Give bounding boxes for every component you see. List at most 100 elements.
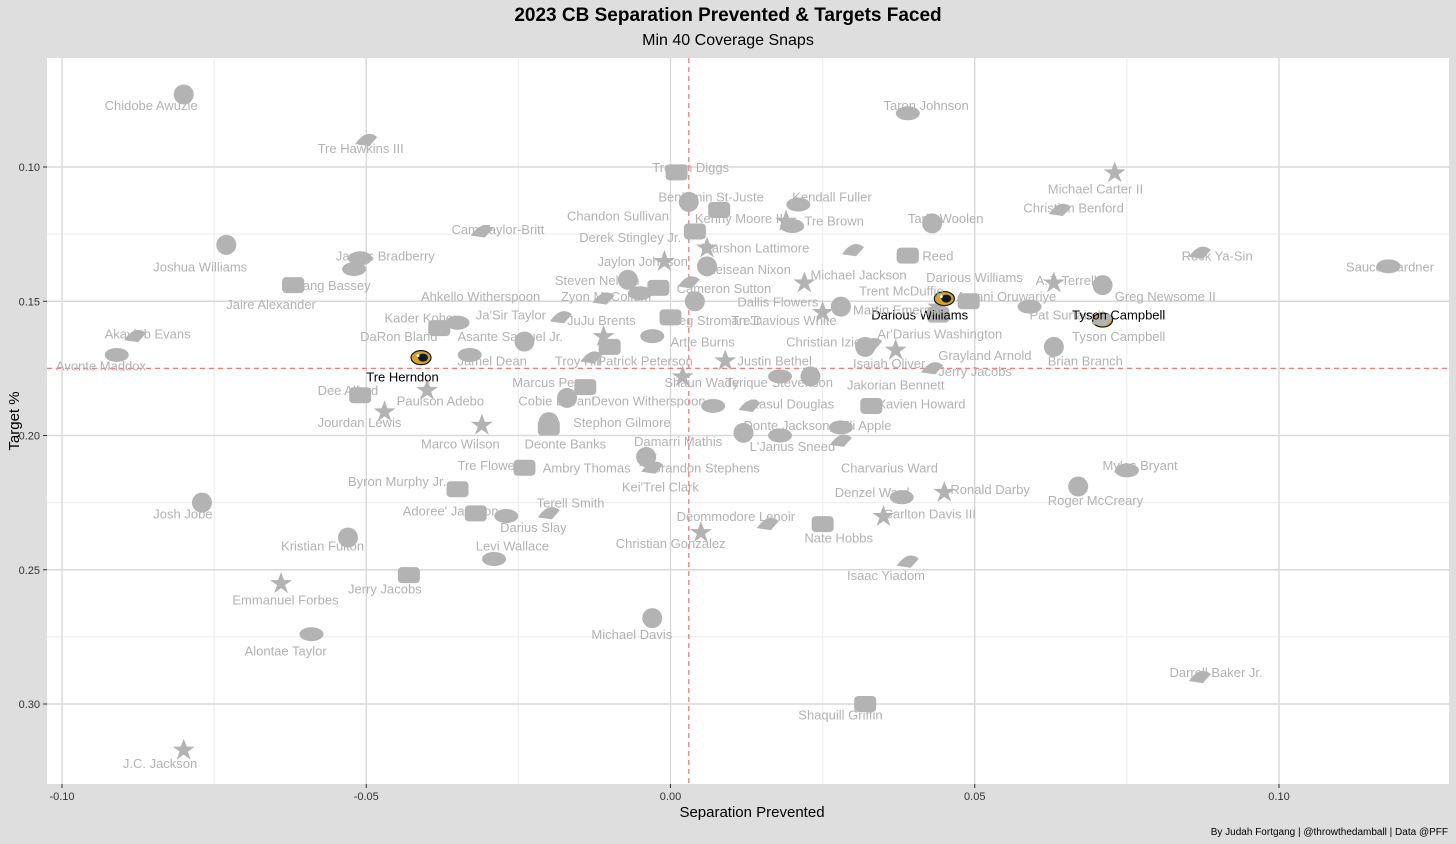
team-logo-point (1103, 161, 1126, 183)
y-tick-label: 0.30 (19, 699, 40, 711)
player-label: Avonte Maddox (56, 359, 147, 374)
player-label: Carlton Davis III (883, 506, 975, 521)
team-logo-point (756, 517, 779, 531)
team-logo-point (860, 397, 883, 414)
team-logo-point (191, 492, 212, 513)
player-label: Tre Flowers (458, 458, 527, 473)
player-label: Emmanuel Forbes (232, 592, 339, 607)
team-logo-point (342, 262, 367, 277)
team-logo-point (172, 738, 195, 760)
player-label: L'Jarius Sneed (750, 439, 836, 454)
player-label: Asante Samuel Jr. (458, 329, 564, 344)
player-label: Rock Ya-Sin (1182, 249, 1253, 264)
player-label: Jaire Alexander (226, 297, 316, 312)
team-logo-point (678, 191, 699, 212)
player-label: Jerry Jacobs (348, 582, 422, 597)
player-label: Marshon Lattimore (701, 241, 809, 256)
player-label: J.C. Jackson (123, 756, 197, 771)
team-logo-point (494, 509, 519, 524)
team-logo-point (642, 608, 663, 629)
team-logo-point (842, 243, 865, 257)
team-logo-point (811, 300, 834, 322)
player-label: Justin Bethel (737, 353, 812, 368)
team-logo-point (592, 292, 615, 305)
player-label: Myles Bryant (1103, 458, 1179, 473)
team-logo-point (580, 351, 603, 364)
player-label: Christian Gonzalez (616, 536, 726, 551)
team-logo-point (854, 696, 877, 712)
x-tick-label: -0.10 (49, 791, 74, 803)
player-label: Byron Murphy Jr. (348, 474, 446, 489)
team-logo-point (628, 286, 653, 301)
chart-subtitle: Min 40 Coverage Snaps (642, 32, 814, 49)
player-label: Jerry Jacobs (938, 364, 1012, 379)
plot-panel (47, 58, 1449, 784)
team-logo-point (1043, 336, 1064, 357)
team-logo-point (445, 315, 470, 330)
team-logo-point (933, 480, 956, 502)
player-label: Troy Hill (555, 353, 602, 368)
player-label: Patrick Peterson (597, 353, 692, 368)
team-logo-point (598, 338, 621, 355)
team-logo-point (1042, 271, 1065, 293)
player-label: Grayland Arnold (938, 348, 1031, 363)
team-logo-point (733, 422, 754, 443)
player-label: Ar'Darius Washington (877, 326, 1002, 341)
team-logo-point (830, 296, 851, 317)
player-label: Darrell Baker Jr. (1169, 665, 1262, 680)
player-label: Artie Burns (671, 335, 736, 350)
player-label: Derek Stingley Jr. (579, 230, 681, 245)
team-logo-point (884, 338, 907, 360)
highlight-point (933, 290, 955, 307)
player-label: Nate Hobbs (804, 531, 873, 546)
player-label: Ja'Sir Taylor (476, 308, 547, 323)
player-label: Eli Apple (841, 418, 892, 433)
player-label: Kristian Fulton (281, 539, 364, 554)
player-label: Denzel Ward (835, 485, 910, 500)
team-logo-point (896, 555, 919, 568)
highlight-player-label: Tre Herndon (366, 369, 439, 384)
player-label: Jakorian Bennett (847, 377, 945, 392)
player-label: Greg Newsome II (1115, 289, 1216, 304)
y-tick-label: 0.15 (19, 296, 40, 308)
team-logo-point (829, 421, 852, 434)
player-label: Deommodore Lenoir (677, 509, 796, 524)
player-label: Tyson Campbell (1072, 329, 1165, 344)
team-logo-point (793, 271, 816, 293)
team-logo-point (446, 481, 469, 498)
player-label: Taron Johnson (883, 98, 968, 113)
player-label: Dallis Flowers (737, 294, 818, 309)
team-logo-point (470, 413, 493, 435)
player-label: Isaac Yiadom (847, 568, 925, 583)
team-logo-point (701, 398, 726, 413)
player-label: Jourdan Lewis (318, 415, 402, 430)
team-logo-point (1017, 299, 1042, 314)
player-label: Terell Smith (537, 496, 605, 511)
team-logo-point (592, 325, 615, 347)
team-logo-point (1188, 246, 1211, 259)
player-label: Keisean Nixon (707, 262, 791, 277)
team-logo-point (537, 507, 560, 520)
player-label: Stephon Gilmore (573, 415, 671, 430)
team-logo-point (348, 251, 373, 266)
credit-text: By Judah Fortgang | @throwthedamball | D… (1210, 827, 1448, 838)
team-logo-point (457, 347, 482, 362)
label-layer: Chidobe Awuzie Taron Johnson Tre Hawkins I… (56, 98, 1435, 771)
team-logo-point (514, 331, 535, 352)
chart-title: 2023 CB Separation Prevented & Targets F… (514, 5, 942, 26)
team-logo-point (768, 428, 793, 443)
player-label: Benjamin St-Juste (658, 190, 764, 205)
team-logo-point (470, 225, 493, 238)
team-logo-point (689, 521, 712, 543)
team-logo-point (574, 379, 597, 396)
player-label: Rasul Douglas (750, 396, 835, 411)
team-logo-point (636, 446, 657, 467)
point-layer (104, 84, 1401, 760)
team-logo-point (349, 387, 372, 404)
team-logo-point (653, 249, 676, 271)
player-label: Chandon Sullivan (567, 208, 669, 223)
player-label: Ambry Thomas (543, 461, 631, 476)
team-logo-point (677, 276, 700, 289)
team-logo-point (714, 349, 737, 371)
player-label: Josh Jobe (153, 506, 212, 521)
